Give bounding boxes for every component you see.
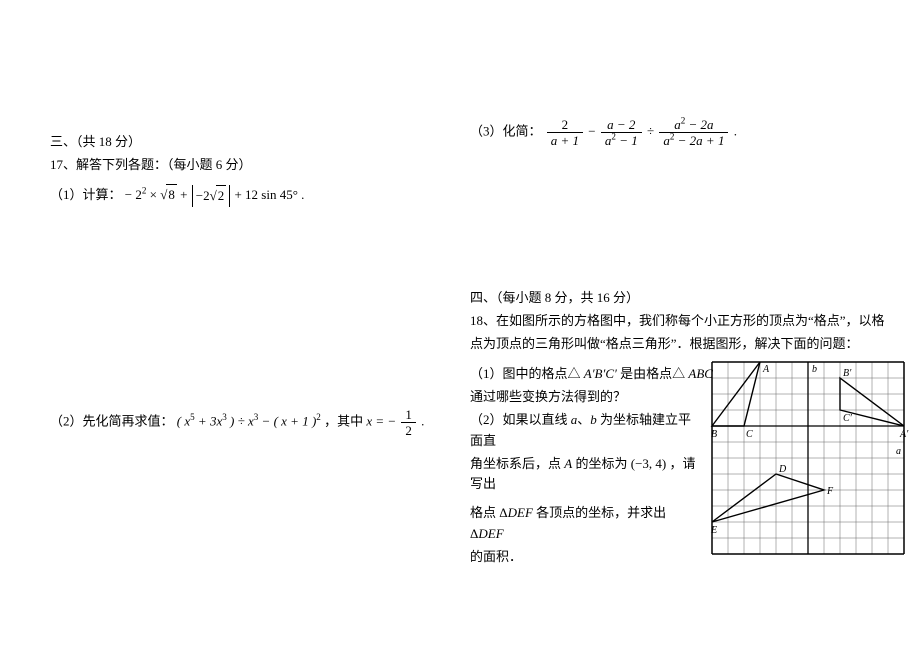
svg-text:b: b [812,364,817,375]
svg-text:D: D [778,464,787,475]
svg-text:B: B [711,429,717,440]
svg-text:B′: B′ [843,368,852,379]
q17-heading: 17、解答下列各题：（每小题 6 分） [50,155,450,176]
minus: − [588,123,599,138]
p2-e2: + 3x [195,413,223,428]
f3n: a2 − 2a [659,117,728,133]
section-3-heading: 三、（共 18 分） [50,132,450,153]
q18-p1-c: 是由格点△ [617,366,689,381]
f1n: 2 [547,117,583,133]
q18-p2-l2-c: 的坐标为 [572,456,631,471]
p3-label: （3）化简： [470,123,542,138]
q18-p1-line2: 通过哪些变换方法得到的？ [470,387,700,408]
q18-p3-l1-a: 格点 Δ [470,505,508,520]
p1-tail: + 12 sin 45° . [231,187,304,202]
f2d-post: − 1 [616,133,638,148]
f3: a2 − 2a a2 − 2a + 1 [659,117,728,148]
q18-p2-l2-d: (−3, 4) [631,456,667,471]
p2-e1: ( x [177,413,190,428]
p3-tail: . [734,123,737,138]
p1-abs-neg2: −2 [196,188,210,203]
q18-p1-b: A′B′C′ [584,366,617,381]
grid-figure: A B C A′ B′ C′ D E Fa b [710,360,910,560]
q18-p1-a: （1）图中的格点△ [470,366,584,381]
svg-text:C: C [746,429,753,440]
p1-times: × [146,187,160,202]
q18-p3-l1-d: DEF [478,526,503,541]
q18-l2: 点为顶点的三角形叫做“格点三角形”．根据图形，解决下面的问题： [470,334,910,355]
p2-e4: − ( x + 1 ) [258,413,316,428]
q18-p2-l2-a: 角坐标系后，点 [470,456,564,471]
f3d-post: − 2a + 1 [674,133,724,148]
q18-p3-l2: 的面积． [470,547,700,568]
q18-l1: 18、在如图所示的方格图中，我们称每个小正方形的顶点为“格点”，以格 [470,311,910,332]
svg-text:a: a [896,446,901,457]
q17-part3: （3）化简： 2 a + 1 − a − 2 a2 − 1 ÷ a2 − 2a … [470,117,910,148]
left-column: 三、（共 18 分） 17、解答下列各题：（每小题 6 分） （1）计算： − … [50,130,450,440]
svg-text:E: E [710,525,717,536]
q17-part1: （1）计算： − 22 × √8 + −2√2 + 12 sin 45° . [50,184,450,207]
f2d: a2 − 1 [601,133,642,148]
p2-tail: . [418,413,425,428]
f1: 2 a + 1 [547,117,583,148]
q17-part2: （2）先化简再求值： ( x5 + 3x3 ) ÷ x3 − ( x + 1 )… [50,407,450,438]
div: ÷ [647,123,657,138]
p2-frac: 1 2 [401,407,416,438]
p1-sqrt8: 8 [166,184,177,206]
svg-text:F: F [826,486,834,497]
svg-text:C′: C′ [843,413,853,424]
f3d: a2 − 2a + 1 [659,133,728,148]
p1-neg2: − 2 [125,187,142,202]
f3n-post: − 2a [685,117,713,132]
p2-e3: ) ÷ x [227,413,254,428]
q18-p2-l2: 角坐标系后，点 A 的坐标为 (−3, 4) ，请写出 [470,454,700,496]
q18-p2-l1-a: （2）如果以直线 [470,412,571,427]
p2-label: （2）先化简再求值： [50,413,174,428]
p2-frac-d: 2 [401,423,416,438]
f2: a − 2 a2 − 1 [601,117,642,148]
p1-abs: −2√2 [192,185,230,207]
q18-p3-l1-b: DEF [508,505,533,520]
p2-frac-n: 1 [401,407,416,423]
p1-abs-sqrt2: 2 [216,185,227,207]
p2-xeq: x = − [366,413,396,428]
svg-text:A′: A′ [899,429,909,440]
q18-p3-l1: 格点 ΔDEF 各顶点的坐标，并求出 ΔDEF [470,503,700,545]
f1d: a + 1 [547,133,583,148]
f2n: a − 2 [601,117,642,133]
q18-p2-l1: （2）如果以直线 a、b 为坐标轴建立平面直 [470,410,700,452]
p1-plus1: + [177,187,191,202]
section-4-heading: 四、（每小题 8 分，共 16 分） [470,288,910,309]
p1-label: （1）计算： [50,187,122,202]
svg-text:A: A [762,364,770,375]
p2-e5: ，其中 [321,413,367,428]
q18-p2-l1-c: 、 [577,412,590,427]
